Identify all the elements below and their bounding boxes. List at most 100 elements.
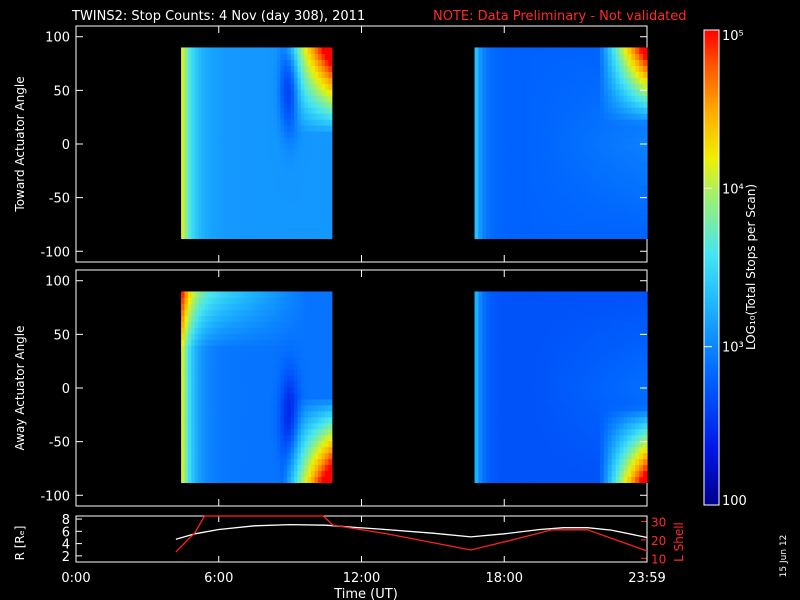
heatmap-cell	[235, 440, 240, 448]
heatmap-cell	[537, 77, 542, 84]
heatmap-cell	[509, 148, 515, 156]
heatmap-cell	[222, 422, 227, 430]
heatmap-cell	[249, 422, 254, 430]
heatmap-cell	[568, 184, 574, 192]
heatmap-cell	[328, 422, 333, 430]
heatmap-cell	[242, 113, 247, 120]
heatmap-cell	[215, 392, 220, 400]
heatmap-cell	[529, 178, 534, 186]
heatmap-cell	[249, 297, 254, 304]
heatmap-cell	[283, 208, 288, 216]
heatmap-cell	[307, 357, 312, 364]
heatmap-cell	[181, 89, 186, 96]
heatmap-cell	[607, 208, 613, 216]
heatmap-cell	[494, 95, 499, 102]
heatmap-cell	[300, 65, 305, 72]
heatmap-cell	[314, 148, 319, 156]
heatmap-cell	[596, 172, 601, 180]
heatmap-cell	[307, 178, 312, 186]
heatmap-cell	[643, 154, 648, 162]
heatmap-cell	[191, 65, 196, 72]
heatmap-cell	[181, 363, 186, 370]
heatmap-cell	[509, 232, 515, 239]
heatmap-cell	[294, 392, 299, 400]
heatmap-cell	[525, 208, 530, 216]
heatmap-cell	[482, 333, 487, 340]
heatmap-cell	[607, 113, 613, 120]
heatmap-cell	[208, 309, 213, 316]
heatmap-cell	[300, 440, 305, 448]
heatmap-cell	[215, 47, 220, 55]
heatmap-cell	[505, 321, 511, 328]
heatmap-cell	[607, 136, 613, 144]
heatmap-cell	[201, 428, 206, 436]
heatmap-cell	[218, 452, 223, 460]
heatmap-cell	[478, 422, 483, 430]
heatmap-cell	[474, 232, 480, 239]
heatmap-cell	[242, 357, 247, 364]
heatmap-cell	[314, 83, 319, 90]
heatmap-cell	[273, 291, 278, 299]
heatmap-cell	[242, 303, 247, 310]
heatmap-cell	[509, 47, 515, 55]
heatmap-cell	[211, 107, 216, 114]
heatmap-cell	[521, 380, 527, 388]
heatmap-cell	[297, 148, 302, 156]
heatmap-cell	[328, 434, 333, 442]
heatmap-cell	[300, 172, 305, 180]
heatmap-cell	[533, 136, 538, 144]
heatmap-cell	[270, 214, 275, 222]
heatmap-cell	[517, 476, 523, 483]
heatmap-cell	[639, 95, 644, 102]
heatmap-cell	[525, 374, 530, 382]
heatmap-cell	[513, 154, 519, 162]
heatmap-cell	[307, 428, 312, 436]
heatmap-cell	[486, 166, 491, 174]
heatmap-cell	[205, 446, 210, 454]
heatmap-cell	[603, 65, 609, 72]
heatmap-cell	[181, 309, 186, 316]
heatmap-cell	[259, 476, 264, 483]
heatmap-cell	[482, 339, 487, 346]
heatmap-cell	[513, 345, 519, 352]
heatmap-cell	[253, 136, 258, 144]
heatmap-cell	[311, 476, 316, 483]
heatmap-cell	[478, 95, 483, 102]
heatmap-cell	[276, 214, 281, 222]
heatmap-cell	[263, 369, 268, 376]
heatmap-cell	[242, 291, 247, 299]
heatmap-cell	[486, 339, 491, 346]
heatmap-cell	[259, 303, 264, 310]
heatmap-cell	[307, 410, 312, 418]
heatmap-cell	[181, 160, 186, 168]
heatmap-cell	[266, 374, 271, 382]
heatmap-cell	[215, 410, 220, 418]
heatmap-cell	[208, 47, 213, 55]
heatmap-cell	[596, 83, 601, 90]
heatmap-cell	[280, 214, 285, 222]
heatmap-cell	[486, 214, 491, 222]
heatmap-cell	[239, 119, 244, 126]
heatmap-cell	[501, 374, 507, 382]
heatmap-cell	[222, 476, 227, 483]
heatmap-cell	[529, 47, 534, 55]
heatmap-cell	[294, 363, 299, 370]
heatmap-cell	[222, 154, 227, 162]
heatmap-cell	[321, 404, 326, 412]
heatmap-cell	[300, 208, 305, 216]
heatmap-cell	[215, 172, 220, 180]
heatmap-cell	[509, 476, 515, 483]
heatmap-cell	[505, 130, 511, 138]
heatmap-cell	[494, 357, 499, 364]
heatmap-cell	[572, 89, 578, 96]
heatmap-cell	[181, 130, 186, 138]
heatmap-cell	[509, 71, 515, 78]
heatmap-cell	[218, 303, 223, 310]
heatmap-cell	[297, 476, 302, 483]
heatmap-cell	[187, 166, 192, 174]
heatmap-cell	[584, 196, 589, 204]
heatmap-cell	[525, 410, 530, 418]
heatmap-cell	[259, 71, 264, 78]
heatmap-cell	[588, 220, 593, 228]
heatmap-cell	[208, 83, 213, 90]
